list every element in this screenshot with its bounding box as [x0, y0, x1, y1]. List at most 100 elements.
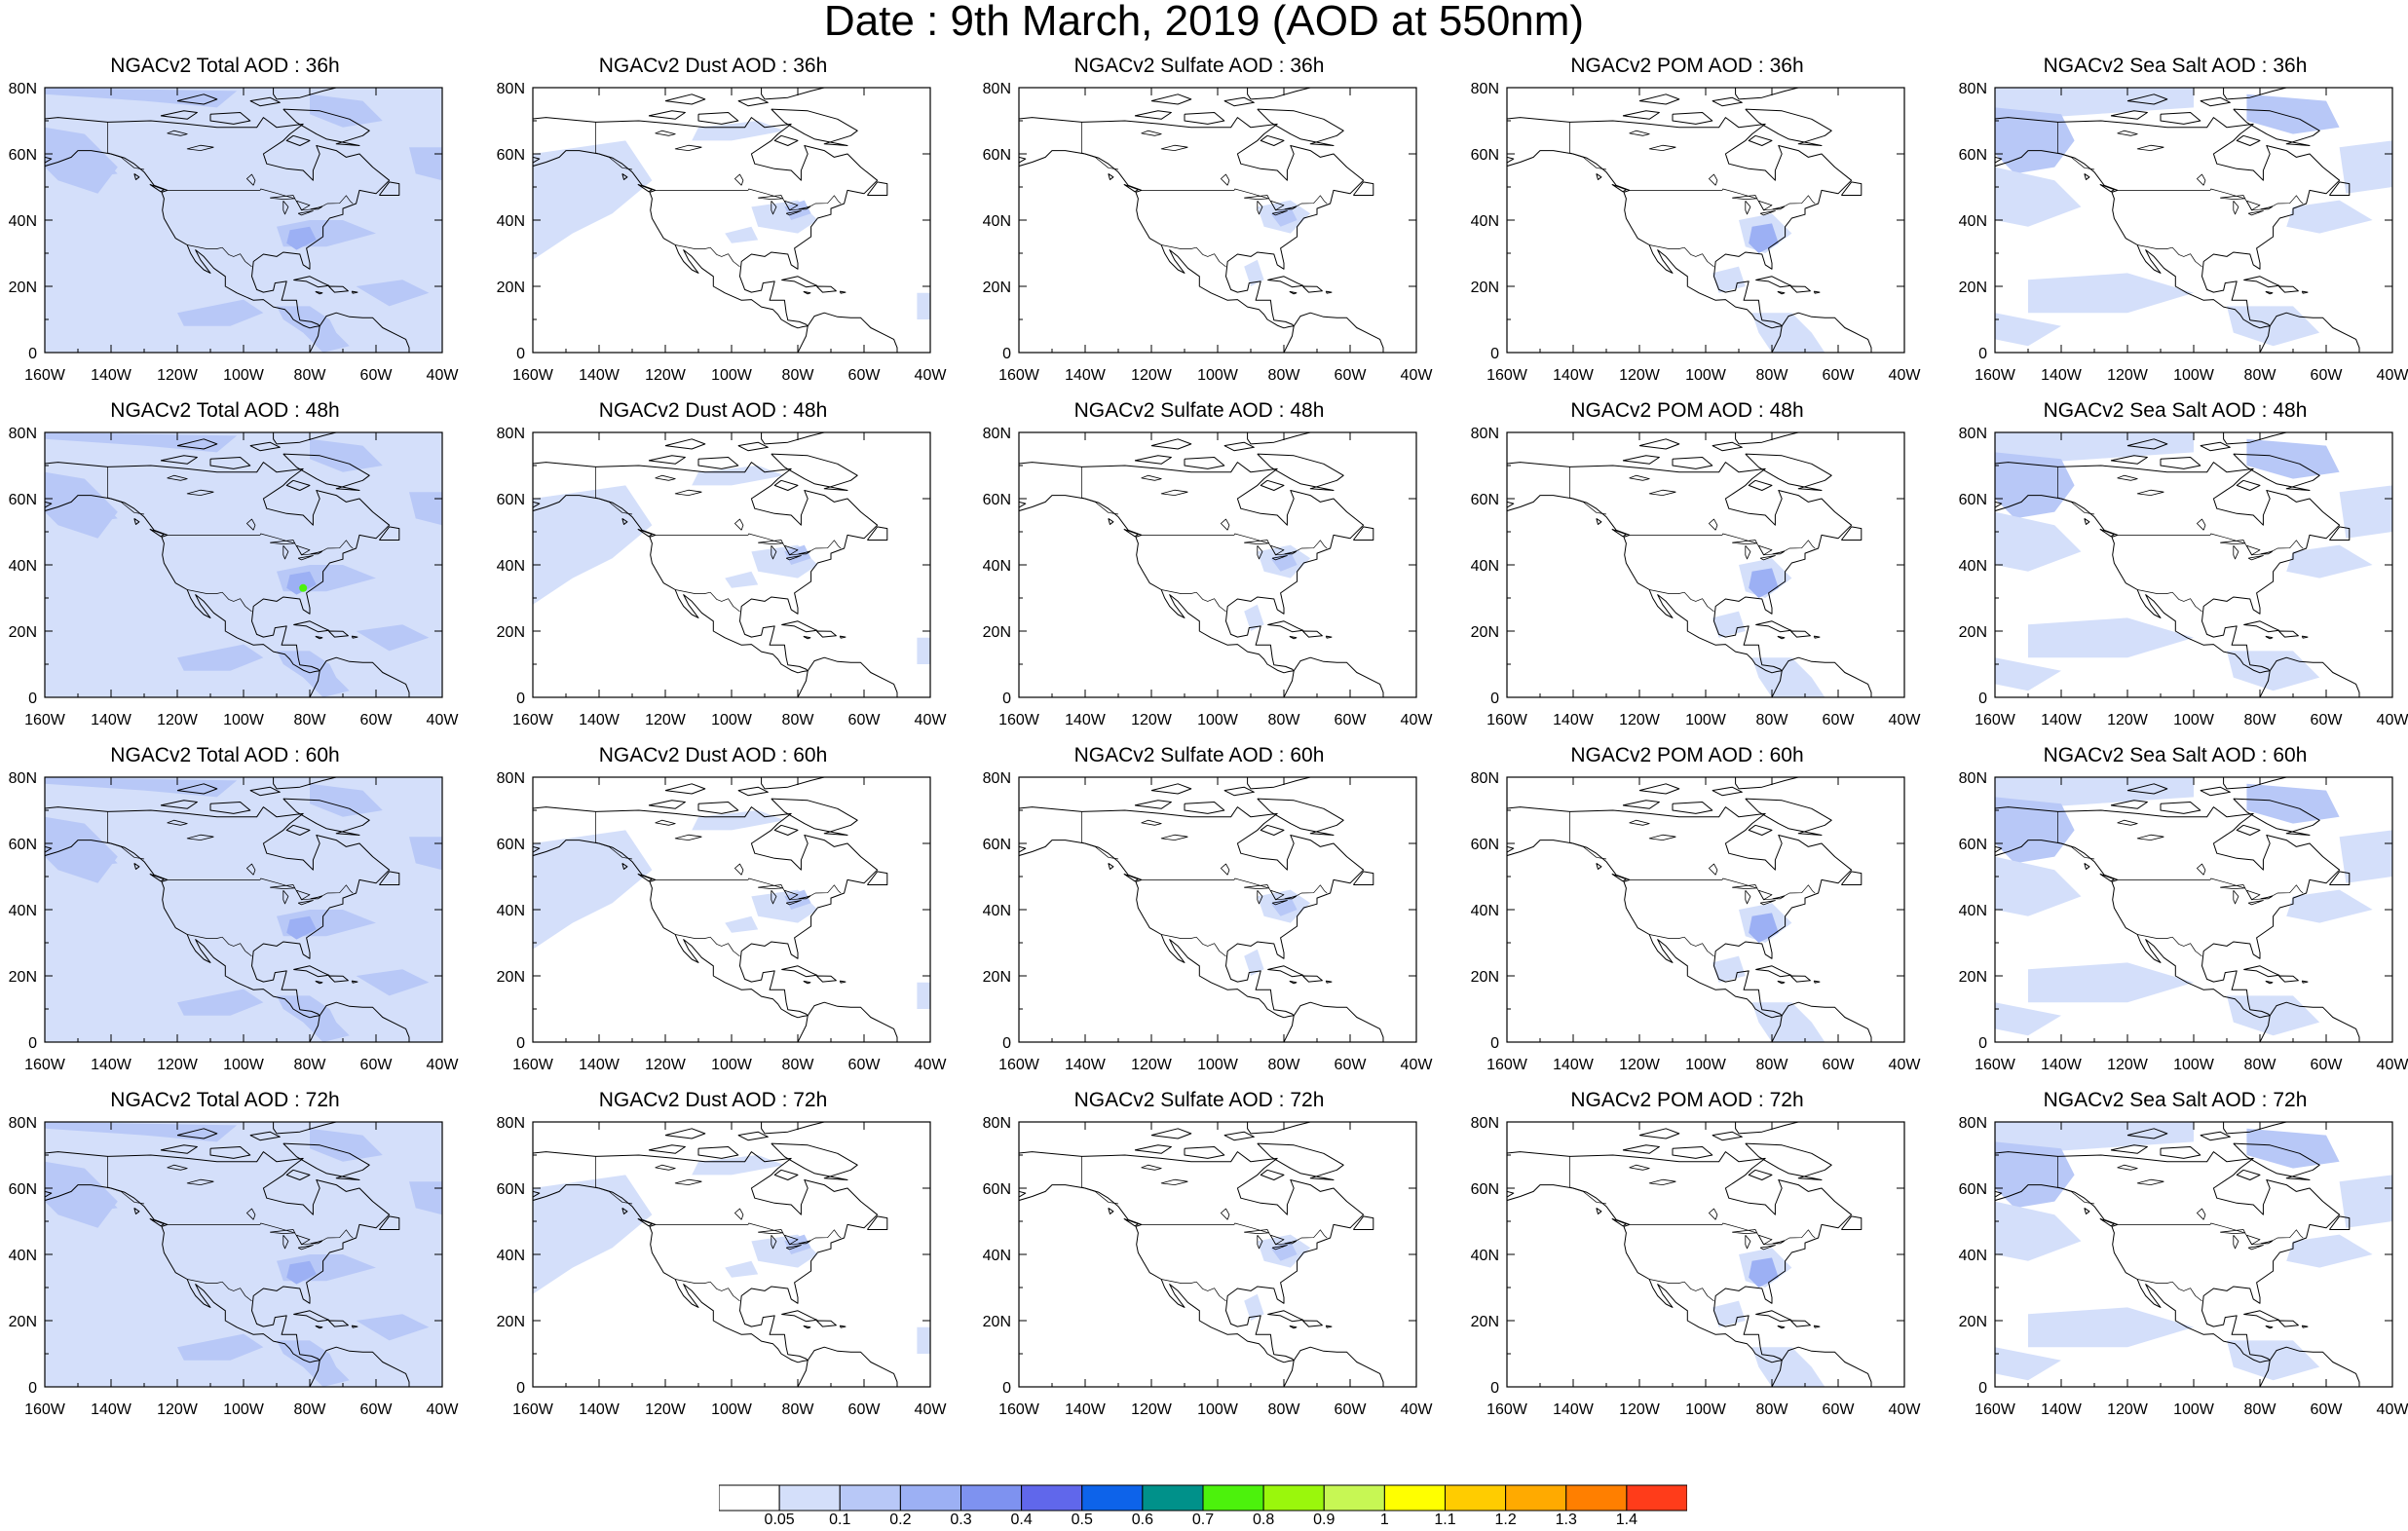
lon-tick-label: 140W: [1065, 1401, 1107, 1418]
lat-tick-label: 40N: [1471, 558, 1499, 575]
lat-tick-label: 20N: [983, 624, 1011, 641]
aod-patch: [45, 1161, 118, 1228]
lat-tick-label: 80N: [1471, 1115, 1499, 1132]
lon-tick-label: 160W: [1486, 712, 1528, 728]
lon-tick-label: 100W: [711, 1401, 753, 1418]
aod-patch: [1751, 1002, 1825, 1042]
aod-patch: [2286, 200, 2373, 234]
map-panel-total-1: NGACv2 Total AOD : 48h 160W 140W 120W 100W 80…: [2, 399, 460, 735]
colorbar-label: 1: [1379, 1512, 1389, 1528]
aod-patch: [78, 499, 118, 522]
lon-tick-label: 40W: [2377, 367, 2408, 384]
lon-tick-label: 140W: [1553, 1057, 1595, 1073]
lon-tick-label: 80W: [782, 1401, 815, 1418]
aod-patch: [2339, 1175, 2392, 1228]
lon-tick-label: 80W: [294, 367, 327, 384]
lat-tick-label: 80N: [983, 426, 1011, 442]
coastline-north-america: [1019, 462, 1365, 674]
lon-tick-label: 60W: [848, 1401, 882, 1418]
lon-tick-label: 60W: [2311, 1401, 2344, 1418]
lat-tick-label: 0: [28, 1035, 37, 1052]
map-panel-pom-2: NGACv2 POM AOD : 60h 160W 140W 120W 100W 80W 6…: [1464, 744, 1922, 1080]
panel-title: NGACv2 Dust AOD : 36h: [598, 55, 828, 77]
coastline-north-america: [1995, 462, 2341, 674]
lat-tick-label: 20N: [497, 624, 525, 641]
panel-title: NGACv2 Dust AOD : 48h: [598, 399, 828, 422]
aod-patch: [784, 200, 811, 220]
lon-tick-label: 80W: [1756, 1057, 1789, 1073]
colorbar-label: 0.05: [764, 1512, 795, 1528]
aod-patch: [1995, 777, 2194, 810]
aod-patch: [784, 544, 811, 565]
lon-tick-label: 40W: [915, 1401, 948, 1418]
colorbar-label: 0.6: [1131, 1512, 1153, 1528]
lat-tick-label: 20N: [1959, 624, 1987, 641]
colorbar-box: [1626, 1484, 1688, 1512]
map-svg: 160W 140W 120W 100W 80W 60W 40W 0 20N 40N 60N 80N: [497, 1115, 948, 1418]
lon-tick-label: 60W: [1335, 1057, 1368, 1073]
aod-patch: [277, 651, 350, 697]
lon-tick-label: 140W: [579, 1401, 621, 1418]
lon-tick-label: 60W: [2311, 712, 2344, 728]
lon-tick-label: 80W: [294, 1401, 327, 1418]
lon-tick-label: 120W: [2107, 1057, 2149, 1073]
map-svg: 160W 140W 120W 100W 80W 60W 40W 0 20N 40N 60N 80N: [9, 81, 460, 384]
lat-tick-label: 60N: [1959, 492, 1987, 508]
lat-tick-label: 40N: [1959, 1248, 1987, 1264]
lat-tick-label: 20N: [983, 280, 1011, 296]
lon-tick-label: 140W: [2041, 367, 2083, 384]
aod-patch: [78, 1188, 118, 1212]
colorbar-label: 0.4: [1010, 1512, 1033, 1528]
lon-tick-label: 100W: [2173, 712, 2215, 728]
lat-tick-label: 80N: [983, 770, 1011, 787]
coastline-north-america: [1995, 806, 2341, 1019]
lat-tick-label: 20N: [1471, 624, 1499, 641]
aod-patch: [356, 624, 430, 652]
aod-patch: [45, 816, 118, 883]
colorbar-box: [1323, 1484, 1385, 1512]
map-panel-seasalt-1: NGACv2 Sea Salt AOD : 48h 160W 140W 120W 100…: [1952, 399, 2408, 735]
aod-patch: [1749, 568, 1779, 598]
lat-tick-label: 40N: [497, 1248, 525, 1264]
colorbar-label: 0.5: [1071, 1512, 1093, 1528]
aod-patch: [2286, 889, 2373, 923]
lat-tick-label: 80N: [9, 81, 37, 97]
aod-patch: [917, 637, 930, 664]
coastline-north-america: [1507, 1151, 1853, 1363]
lon-tick-label: 40W: [1401, 1401, 1434, 1418]
lon-tick-label: 100W: [1197, 1057, 1239, 1073]
lon-tick-label: 140W: [579, 367, 621, 384]
aod-patch: [1995, 1002, 2061, 1036]
lon-tick-label: 100W: [1685, 712, 1727, 728]
map-panel-sulfate-1: NGACv2 Sulfate AOD : 48h 160W 140W 120W 100W…: [976, 399, 1434, 735]
lat-tick-label: 60N: [1471, 147, 1499, 164]
aod-patch: [2246, 93, 2340, 134]
lon-tick-label: 40W: [1401, 367, 1434, 384]
lon-tick-label: 80W: [2244, 1057, 2277, 1073]
aod-patch: [1751, 657, 1825, 697]
colorbar-box: [718, 1484, 780, 1512]
lat-tick-label: 60N: [983, 837, 1011, 853]
lat-tick-label: 0: [516, 691, 525, 707]
map-panel-sulfate-3: NGACv2 Sulfate AOD : 72h 160W 140W 120W 100W…: [976, 1089, 1434, 1425]
aod-patch: [1712, 266, 1746, 293]
lon-tick-label: 60W: [360, 1401, 394, 1418]
lon-tick-label: 60W: [1335, 367, 1368, 384]
lat-tick-label: 60N: [1471, 492, 1499, 508]
coastline-north-america: [45, 806, 391, 1019]
lat-tick-label: 20N: [1471, 969, 1499, 986]
lon-tick-label: 120W: [1619, 367, 1661, 384]
lat-tick-label: 60N: [1959, 837, 1987, 853]
lat-tick-label: 0: [1490, 691, 1499, 707]
lat-tick-label: 80N: [9, 1115, 37, 1132]
panel-title: NGACv2 Total AOD : 36h: [110, 55, 340, 77]
lat-tick-label: 80N: [1471, 426, 1499, 442]
aod-patch: [1995, 313, 2061, 347]
aod-hotspot: [299, 583, 308, 592]
lon-tick-label: 40W: [915, 367, 948, 384]
aod-patch: [1995, 432, 2194, 466]
colorbar-label: 0.2: [889, 1512, 912, 1528]
lat-tick-label: 40N: [1959, 558, 1987, 575]
lon-tick-label: 160W: [1486, 367, 1528, 384]
colorbar-label: 0.9: [1313, 1512, 1336, 1528]
